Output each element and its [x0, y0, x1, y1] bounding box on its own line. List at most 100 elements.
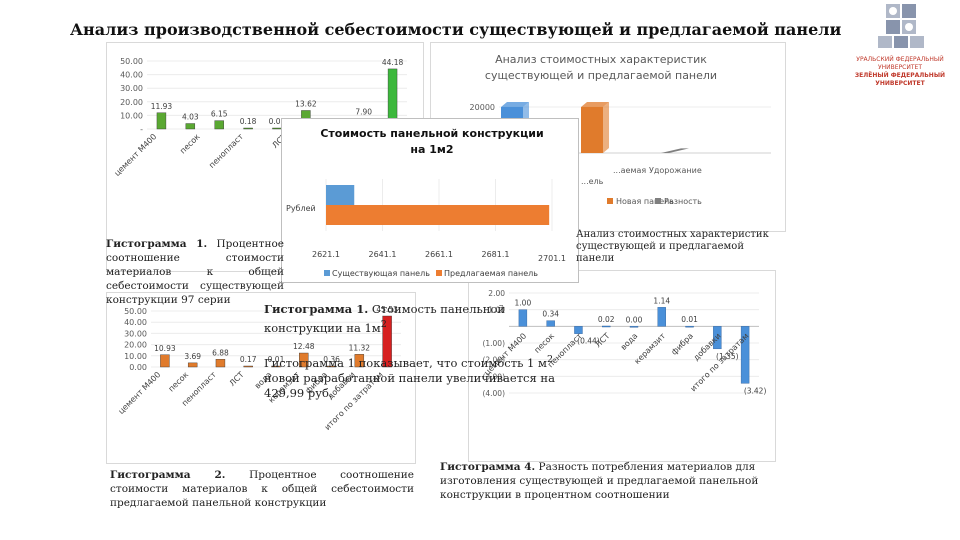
y-tick-label: 20.00	[124, 341, 147, 350]
bar	[326, 365, 337, 368]
x-tick-label: 2681.1	[482, 250, 510, 259]
bar-value-label: 0.18	[240, 117, 257, 126]
caption-hist2-text: Процентное соотношение стоимости материа…	[110, 469, 415, 509]
bar-value-label: (3.42)	[744, 386, 767, 395]
page-title: Анализ производственной себестоимости су…	[70, 20, 842, 39]
y-tick-label: 30.00	[120, 84, 143, 93]
bar-value-label: 1.00	[515, 299, 532, 308]
bar	[160, 354, 170, 368]
x-tick-label: 2621.1	[312, 250, 340, 259]
bar-value-label: 12.48	[293, 342, 315, 351]
caption-hist1-bold: Гистограмма 1.	[106, 238, 208, 250]
bar-value-label: 11.32	[349, 343, 371, 352]
caption-conclusion-text2: новой разработанной панели увеличивается…	[264, 370, 555, 400]
legend-label: ...ель	[581, 177, 604, 186]
x-tick-label: 2661.1	[425, 250, 453, 259]
y-tick-label: (3.00)	[482, 372, 505, 381]
chart3-title: Стоимость панельной конструкции	[320, 127, 543, 140]
y-tick-label: 40.00	[124, 318, 147, 327]
y-tick-label: 40.00	[120, 71, 143, 80]
caption-conclusion-sup: 2	[546, 354, 554, 365]
bar-value-label: (0.44)	[577, 337, 600, 346]
x-category-label: вода	[619, 331, 640, 352]
bar	[574, 326, 583, 334]
bar-value-label: 7.90	[355, 107, 372, 116]
x-category-label: цемент М400	[116, 370, 162, 416]
legend-label: Разность	[664, 197, 702, 206]
bar-value-label: 44.18	[382, 58, 404, 67]
bar	[602, 325, 611, 328]
caption-hist1: Гистограмма 1. Процентное соотношение ст…	[106, 237, 284, 307]
legend-label: Предлагаемая панель	[444, 269, 538, 278]
y-tick-label: 20000	[470, 103, 495, 112]
legend-label: ...аемая	[613, 166, 646, 175]
bar-value-label: 6.15	[211, 110, 228, 119]
caption-sup: 2	[380, 319, 387, 330]
bar-top	[501, 102, 529, 107]
bar	[661, 148, 689, 153]
bar	[382, 315, 392, 368]
bar-value-label: 0.36	[323, 355, 340, 364]
bar	[185, 123, 196, 130]
caption-chart2-right: Анализ стоимостных характеристик существ…	[576, 229, 769, 264]
y-tick-label: -	[140, 125, 143, 134]
logo-line-2: ЗЕЛЁНЫЙ ФЕДЕРАЛЬНЫЙ УНИВЕРСИТЕТ	[854, 72, 946, 87]
legend-swatch	[607, 198, 613, 204]
caption-hist4-bold: Гистограмма 4.	[440, 461, 536, 473]
caption-hist4: Гистограмма 4. Разность потребления мате…	[440, 460, 820, 502]
bar-value-label: 0.01	[268, 355, 285, 364]
caption-hist4-text: Разность потребления материалов для изго…	[440, 461, 759, 501]
bar-value-label: 1.14	[653, 296, 670, 305]
y-tick-label: 10.00	[124, 352, 147, 361]
bar	[657, 307, 666, 327]
bar	[740, 326, 750, 384]
x-category-label: пенопласт	[207, 132, 245, 170]
legend-swatch	[436, 270, 442, 276]
caption-conclusion: Гистограмма 1 показывает, что стоимость …	[264, 352, 584, 401]
x-tick-label: 2641.1	[369, 250, 397, 259]
bar-value-label: 0.34	[542, 310, 559, 319]
bar	[243, 127, 253, 130]
caption-conclusion-text: Гистограмма 1 показывает, что стоимость …	[264, 355, 547, 370]
bar-value-label: 13.62	[295, 99, 317, 108]
legend-label: Новая панель	[616, 197, 674, 206]
y-tick-label: (1.00)	[482, 339, 505, 348]
caption-hist1-text: Процентное соотношение стоимости материа…	[106, 238, 285, 306]
legend-label: Существующая панель	[332, 269, 430, 278]
chart3-title: на 1м2	[410, 143, 453, 156]
chart5-svg: 2.00 1.00 (1.00) (2.00) (3.00) (4.00) 1.00 0.34…	[482, 289, 767, 398]
chart2-title: существующей и предлагаемой панели	[485, 69, 717, 82]
chart4-svg: 50.00 40.00 30.00 20.00 10.00 0.00 10.93 3.69 6.…	[116, 305, 401, 432]
bar-value-label: 6.88	[212, 348, 229, 357]
bar-value-label: 45.53	[376, 305, 398, 314]
bar	[187, 362, 198, 368]
legend-swatch	[324, 270, 330, 276]
bar-value-label: 4.03	[182, 113, 199, 122]
bar-existing	[326, 185, 355, 205]
chart4-panel: 50.00 40.00 30.00 20.00 10.00 0.00 10.93 3.69 6.…	[106, 292, 416, 464]
bar	[299, 352, 309, 368]
bar-value-label: 0.01	[681, 315, 698, 324]
bar	[629, 326, 639, 328]
bar-value-label: 10.93	[154, 344, 176, 353]
bar	[713, 326, 722, 350]
y-tick-label: (2.00)	[482, 356, 505, 365]
x-category-label: фибра	[670, 331, 695, 356]
bar	[518, 309, 528, 327]
y-tick-label: 50.00	[120, 57, 143, 66]
caption-hist1-cost-text: Стоимость панельной конструкции на 1м	[264, 302, 506, 335]
bar	[214, 120, 224, 130]
bar-value-label: 11.93	[151, 102, 173, 111]
bar	[685, 325, 694, 328]
bar-top	[581, 102, 609, 107]
bar	[354, 354, 365, 368]
logo-mark-icon	[878, 4, 924, 48]
bar-value-label: 0.01	[269, 117, 286, 126]
bar-value-label: 3.69	[184, 352, 201, 361]
bar-side	[603, 102, 609, 153]
bar-value-label: 0.00	[626, 315, 643, 324]
x-category-label: ЛСТ	[594, 331, 612, 349]
bar-value-label: (1.35)	[716, 352, 739, 361]
chart3-svg: Стоимость панельной конструкции на 1м2 262…	[286, 127, 566, 278]
bar-value-label: 0.02	[598, 315, 615, 324]
